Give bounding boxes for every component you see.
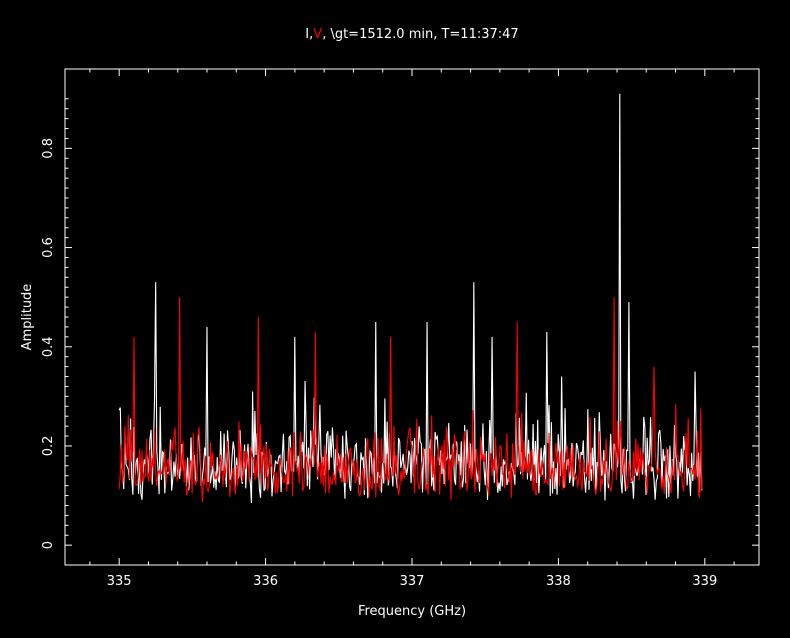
x-tick-label: 338 xyxy=(546,574,571,589)
y-tick-label: 0.4 xyxy=(41,336,56,357)
title-details: , \gt=1512.0 min, T=11:37:47 xyxy=(322,27,519,42)
axes-layer: 335 336 337 338 339 0 0.2 0.4 0.6 0.8 xyxy=(41,69,759,589)
y-tick-label: 0 xyxy=(41,541,56,549)
title-series-v: V xyxy=(313,27,322,42)
y-tick-label: 0.6 xyxy=(41,237,56,258)
series-line-v xyxy=(118,297,703,503)
y-axis-label: Amplitude xyxy=(20,284,35,351)
x-axis-label: Frequency (GHz) xyxy=(358,604,466,619)
x-tick-label: 337 xyxy=(400,574,425,589)
x-tick-label: 335 xyxy=(107,574,132,589)
x-tick-label: 339 xyxy=(692,574,717,589)
chart-title: I,V, \gt=1512.0 min, T=11:37:47 xyxy=(305,27,518,42)
title-separator: , xyxy=(309,27,313,42)
y-tick-label: 0.2 xyxy=(41,436,56,457)
series-line-i xyxy=(118,93,703,504)
title-series-i: I xyxy=(305,27,309,42)
series-layer xyxy=(118,93,703,504)
x-tick-label: 336 xyxy=(253,574,278,589)
y-tick-label: 0.8 xyxy=(41,138,56,159)
